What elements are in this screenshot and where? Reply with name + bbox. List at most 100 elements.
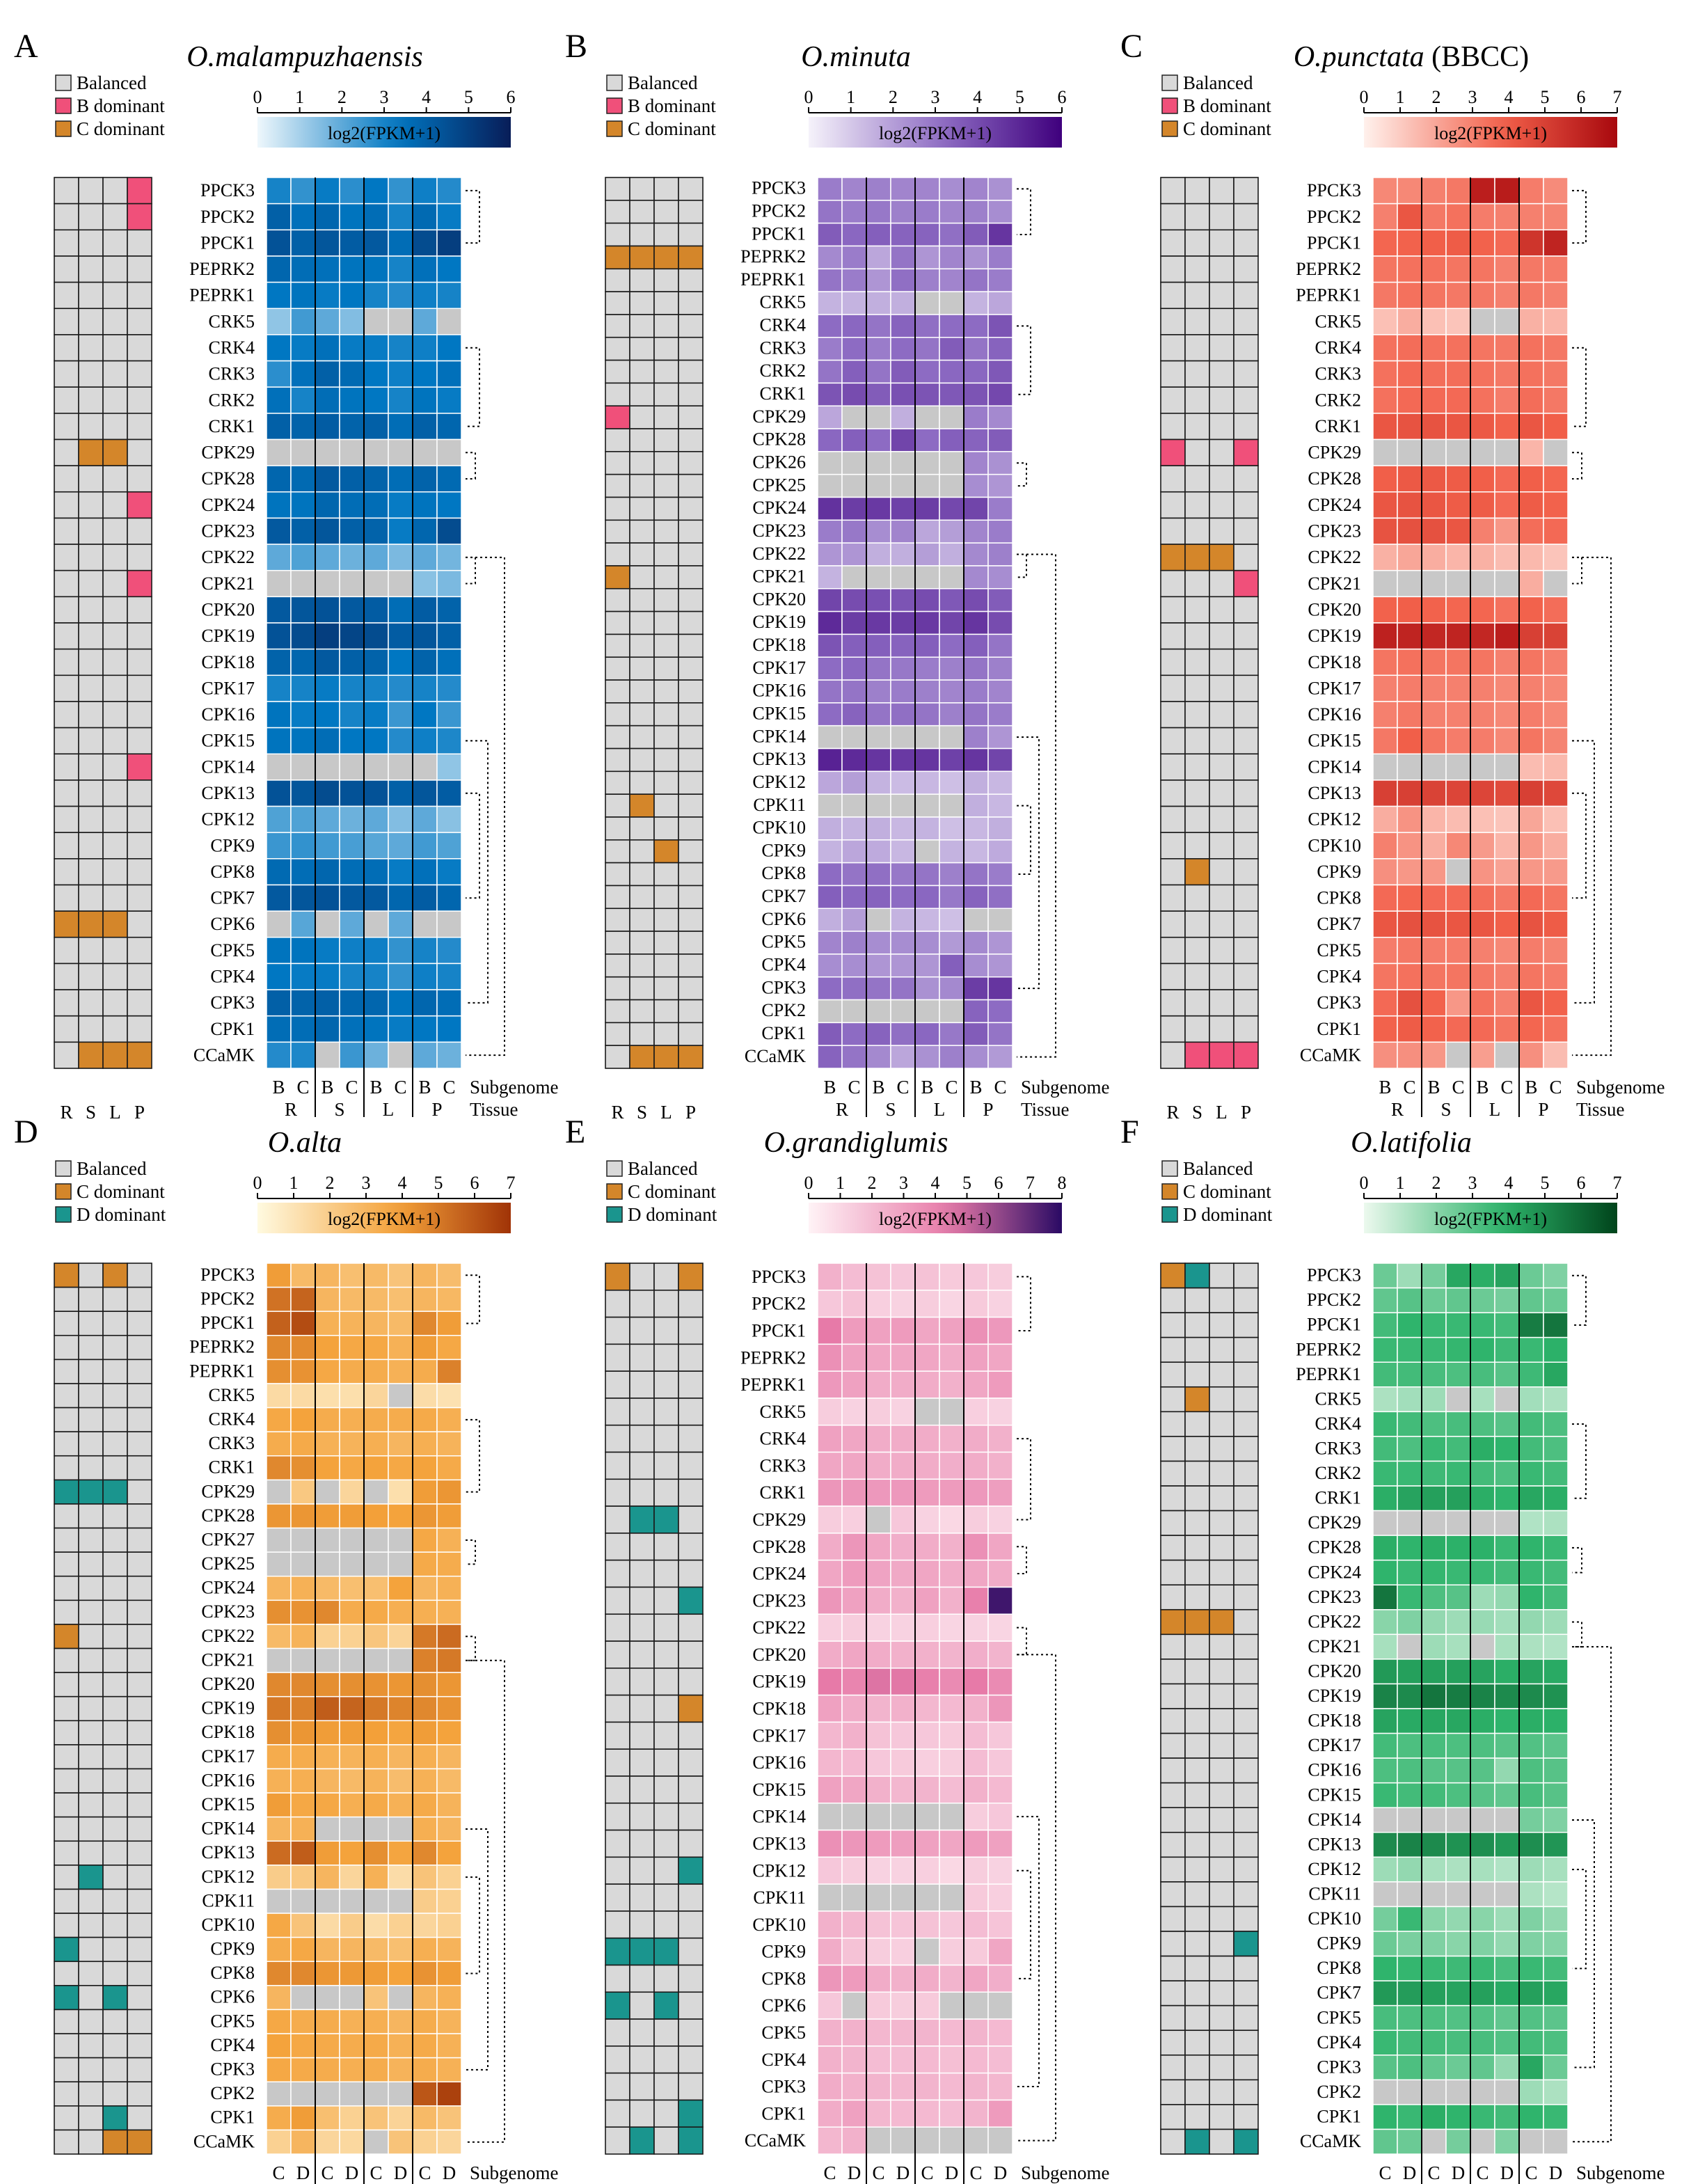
heatmap-cell xyxy=(436,334,462,362)
gene-label: CPK16 xyxy=(1308,704,1361,725)
dominance-cell xyxy=(102,229,128,257)
heatmap-cell xyxy=(266,255,292,283)
scale-tick-label: 3 xyxy=(1468,1173,1477,1193)
heatmap-cell xyxy=(987,245,1013,270)
panel-title: O.punctata (BBCC) xyxy=(1294,41,1529,73)
heatmap-cell xyxy=(1445,937,1471,965)
heatmap-cell xyxy=(987,428,1013,452)
heatmap-cell xyxy=(339,2081,365,2107)
dominance-cell xyxy=(127,1503,152,1529)
heatmap-cell xyxy=(290,832,316,860)
dominance-cell xyxy=(678,1451,704,1480)
heatmap-cell xyxy=(866,2072,891,2101)
dominance-cell xyxy=(78,805,104,833)
heatmap-cell xyxy=(1518,780,1544,807)
dominance-cell xyxy=(102,727,128,755)
dominance-cell xyxy=(1233,1041,1259,1069)
dominance-cell xyxy=(629,359,655,384)
heatmap-cell xyxy=(436,1383,462,1409)
heatmap-cell xyxy=(363,177,389,205)
dominance-cell xyxy=(653,931,679,955)
dominance-cell xyxy=(127,1913,152,1938)
heatmap-cell xyxy=(1445,569,1471,598)
dominance-cell xyxy=(653,976,679,1001)
dominance-cell xyxy=(54,1334,79,1361)
heatmap-cell xyxy=(1543,203,1569,231)
heatmap-cell xyxy=(1421,2079,1447,2105)
dominance-cell xyxy=(1160,1312,1186,1338)
heatmap-cell xyxy=(1494,2004,1520,2031)
dominance-cell xyxy=(1233,1312,1259,1338)
dominance-cell xyxy=(653,2045,679,2074)
heatmap-cell xyxy=(939,200,964,224)
heatmap-cell xyxy=(412,1359,438,1384)
heatmap-cell xyxy=(817,1263,843,1291)
gene-label: CPK17 xyxy=(201,678,255,698)
heatmap-cell xyxy=(1518,1436,1544,1462)
gene-label: PPCK2 xyxy=(1307,207,1361,227)
heatmap-cell xyxy=(890,268,916,292)
heatmap-cell xyxy=(1397,2079,1422,2105)
gene-label: CRK3 xyxy=(209,364,255,384)
heatmap-cell xyxy=(363,648,389,676)
dominance-cell xyxy=(1209,281,1234,310)
heatmap-cell xyxy=(1397,1312,1422,1338)
dominance-cell xyxy=(653,633,679,658)
legend-swatch xyxy=(1161,97,1178,114)
heatmap-cell xyxy=(939,473,964,498)
dominance-cell xyxy=(605,885,630,910)
heatmap-cell xyxy=(1372,1460,1398,1487)
dominance-cell xyxy=(54,2033,79,2059)
dominance-cell xyxy=(102,2009,128,2034)
dominance-cell xyxy=(54,465,79,493)
heatmap-cell xyxy=(939,1045,964,1069)
heatmap-cell xyxy=(412,1599,438,1625)
heatmap-cell xyxy=(339,1263,365,1288)
dominance-cell xyxy=(127,308,152,335)
heatmap-cell xyxy=(266,1720,292,1746)
heatmap-cell xyxy=(388,1407,413,1432)
heatmap-cell xyxy=(1518,1015,1544,1043)
heatmap-cell xyxy=(817,1883,843,1912)
heatmap-cell xyxy=(914,1424,940,1453)
heatmap-cell xyxy=(436,281,462,309)
heatmap-cell xyxy=(817,1640,843,1669)
heatmap-cell xyxy=(939,1721,964,1750)
heatmap-cell xyxy=(1494,963,1520,990)
heatmap-cell xyxy=(987,405,1013,429)
gene-label: CRK2 xyxy=(1315,1463,1361,1483)
heatmap-cell xyxy=(412,491,438,519)
heatmap-cell xyxy=(987,1964,1013,1993)
heatmap-cell xyxy=(339,2033,365,2059)
heatmap-cell xyxy=(315,1961,340,1986)
dominance-cell xyxy=(1160,386,1186,414)
heatmap-cell xyxy=(1543,465,1569,493)
heatmap-cell xyxy=(388,1816,413,1842)
heatmap-cell xyxy=(841,747,867,773)
heatmap-cell xyxy=(817,565,843,589)
dominance-cell xyxy=(653,999,679,1024)
gene-label: CPK10 xyxy=(1308,1908,1361,1929)
dominance-cell xyxy=(102,386,128,414)
heatmap-cell xyxy=(266,1865,292,1890)
dominance-cell xyxy=(1233,255,1259,283)
heatmap-cell xyxy=(388,674,413,702)
heatmap-cell xyxy=(817,747,843,773)
heatmap-cell xyxy=(841,610,867,635)
heatmap-cell xyxy=(290,1431,316,1457)
dominance-cell xyxy=(102,1015,128,1043)
dominance-cell xyxy=(629,1533,655,1561)
heatmap-cell xyxy=(963,268,989,292)
heatmap-cell xyxy=(939,519,964,544)
heatmap-cell xyxy=(866,1533,891,1561)
heatmap-cell xyxy=(315,1311,340,1336)
heatmap-cell xyxy=(1445,910,1471,938)
dominance-cell xyxy=(653,1721,679,1750)
heatmap-cell xyxy=(1470,1436,1495,1462)
heatmap-cell xyxy=(939,908,964,932)
dominance-cell xyxy=(629,679,655,704)
heatmap-cell xyxy=(1543,360,1569,388)
heatmap-cell xyxy=(1494,334,1520,362)
heatmap-cell xyxy=(1470,491,1495,519)
heatmap-cell xyxy=(339,1865,365,1890)
